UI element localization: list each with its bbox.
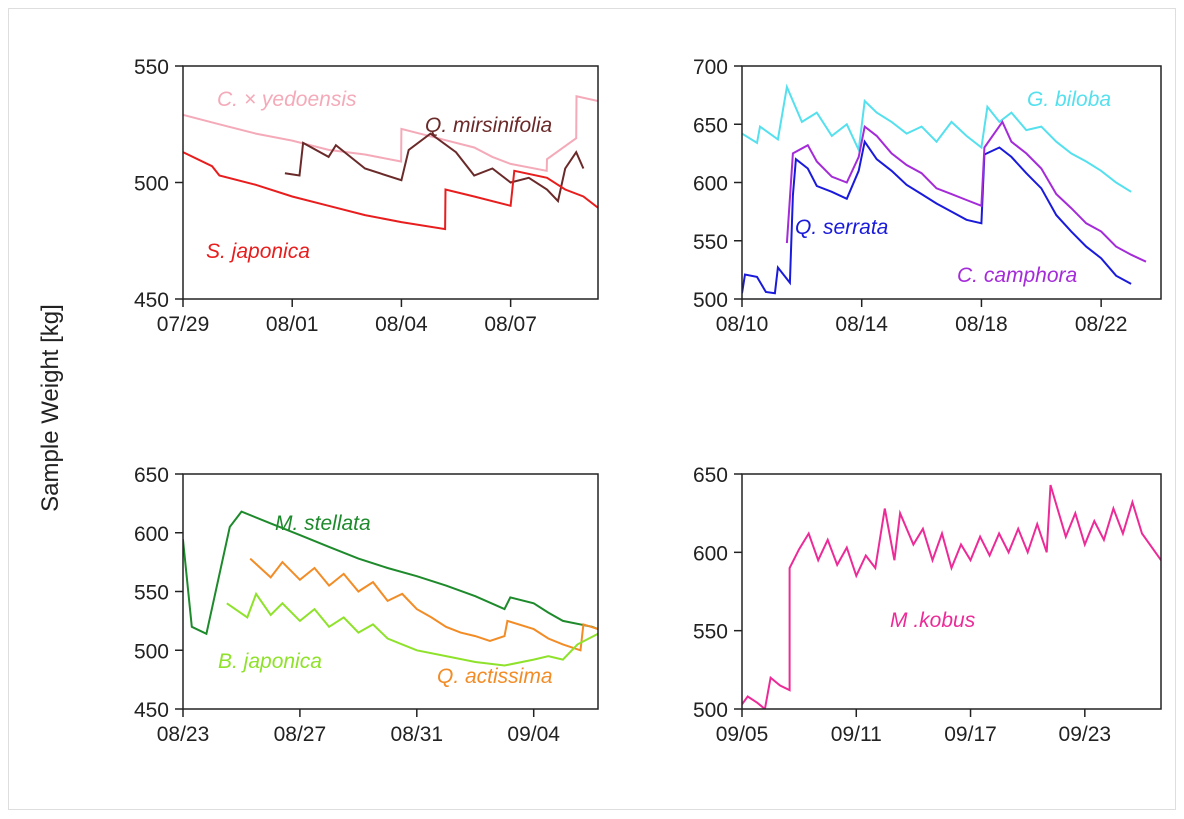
- y-tick-label-2-4: 650: [134, 464, 169, 487]
- y-axis-label: Sample Weight [kg]: [37, 304, 64, 512]
- series-label-2-0: M. stellata: [275, 512, 371, 535]
- y-tick-label-0-1: 500: [134, 173, 169, 196]
- series-label-3-0: M .kobus: [890, 609, 976, 632]
- chart-panel-1: G. biloba Q. serrata C. camphora 500 550 600 6…: [693, 56, 1162, 336]
- series-label-1-2: C. camphora: [957, 264, 1077, 287]
- y-tick-label-3-3: 650: [693, 464, 728, 487]
- series-line-1-2: [785, 119, 1147, 263]
- y-tick-label-2-0: 450: [134, 699, 169, 722]
- x-tick-label-2-0: 08/23: [157, 723, 210, 746]
- series-label-0-1: Q. mirsinifolia: [425, 114, 552, 137]
- series-line-0-1: [284, 132, 585, 204]
- series-line-0-2: [183, 151, 598, 231]
- series-line-2-1: [249, 557, 598, 652]
- y-tick-label-2-1: 500: [134, 640, 169, 663]
- y-tick-label-3-2: 600: [693, 542, 728, 565]
- x-tick-label-0-1: 08/01: [266, 313, 319, 336]
- x-tick-label-0-3: 08/07: [484, 313, 537, 336]
- x-tick-label-3-1: 09/11: [831, 723, 882, 746]
- y-tick-label-2-3: 600: [134, 523, 169, 546]
- x-tick-label-1-0: 08/10: [716, 313, 769, 336]
- y-tick-label-1-1: 550: [693, 231, 728, 254]
- y-tick-label-1-2: 600: [693, 173, 728, 196]
- series-line-2-2: [226, 591, 598, 667]
- x-tick-label-0-2: 08/04: [375, 313, 428, 336]
- chart-panel-3: M .kobus 500 550 600 650 09/05 09/11 09/17 09/23: [693, 464, 1162, 746]
- y-tick-label-1-4: 700: [693, 56, 728, 79]
- x-tick-label-3-3: 09/23: [1059, 723, 1112, 746]
- series-label-1-1: Q. serrata: [795, 216, 888, 239]
- series-label-2-1: Q. actissima: [437, 665, 553, 688]
- y-tick-label-0-0: 450: [134, 289, 169, 312]
- y-tick-label-3-0: 500: [693, 699, 728, 722]
- y-tick-label-2-2: 550: [134, 582, 169, 605]
- series-label-0-0: C. × yedoensis: [217, 88, 357, 111]
- plot-frame-3: [741, 473, 1162, 710]
- x-tick-label-1-3: 08/22: [1075, 313, 1128, 336]
- x-tick-label-2-2: 08/31: [391, 723, 444, 746]
- chart-panel-0: C. × yedoensis Q. mirsinifolia S. japonica…: [134, 56, 599, 336]
- x-tick-label-1-2: 08/18: [955, 313, 1008, 336]
- series-label-2-2: B. japonica: [218, 650, 322, 673]
- chart-panel-2: M. stellata Q. actissima B. japonica 450 500…: [134, 464, 599, 746]
- series-line-3-0: [742, 484, 1161, 709]
- x-tick-label-2-3: 09/04: [507, 723, 560, 746]
- series-line-1-1: [742, 139, 1132, 295]
- y-tick-label-3-1: 550: [693, 621, 728, 644]
- y-tick-label-1-3: 650: [693, 114, 728, 137]
- x-tick-label-3-2: 09/17: [944, 723, 997, 746]
- series-line-1-0: [742, 83, 1132, 193]
- y-tick-label-1-0: 500: [693, 289, 728, 312]
- series-label-0-2: S. japonica: [206, 240, 310, 263]
- y-tick-label-0-2: 550: [134, 56, 169, 79]
- series-line-2-0: [183, 510, 598, 636]
- x-tick-label-1-1: 08/14: [835, 313, 888, 336]
- series-label-1-0: G. biloba: [1027, 88, 1111, 111]
- x-tick-label-2-1: 08/27: [274, 723, 327, 746]
- x-tick-label-3-0: 09/05: [716, 723, 769, 746]
- x-tick-label-0-0: 07/29: [157, 313, 210, 336]
